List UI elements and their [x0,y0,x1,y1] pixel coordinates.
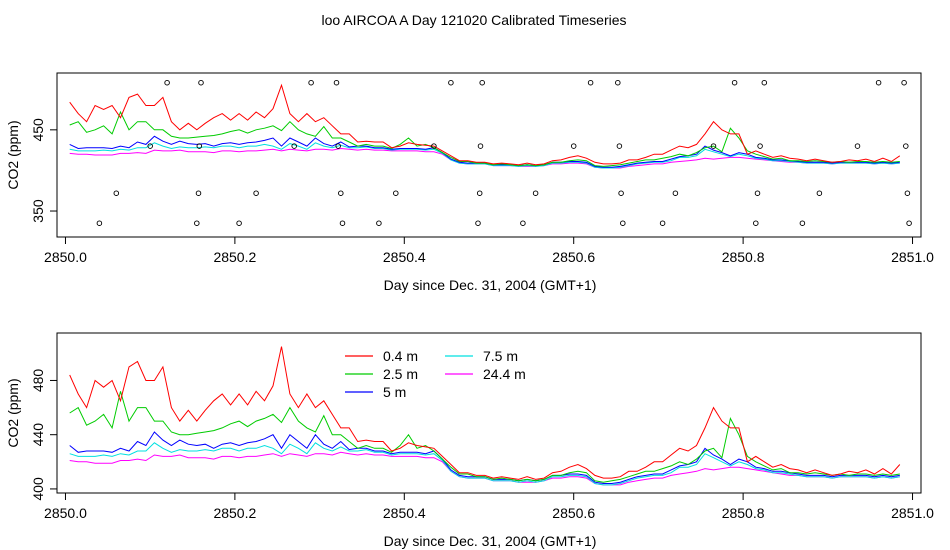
calibration-point [587,79,594,86]
top-series-line-2-5-m [69,110,900,167]
calibration-point [476,190,483,196]
calibration-point [753,220,759,226]
calibration-point [393,190,399,196]
legend-label: 2.5 m [383,366,418,382]
bottom-x-tick-label: 2850.6 [552,505,595,521]
calibration-point [799,220,806,226]
calibration-point [532,190,539,196]
bottom-series-lines [69,346,901,486]
top-x-tick-label: 2851.0 [891,249,934,265]
calibration-point [339,220,346,226]
top-plot-frame [56,72,922,238]
bottom-series-line-0-4-m [69,346,901,480]
calibration-point [875,79,882,86]
top-panel: 2850.0 2850.2 2850.4 2850.6 2850.8 2851.0 350… [5,72,934,293]
bottom-y-tick-label: 400 [30,477,46,501]
legend-label: 24.4 m [483,366,526,382]
calibration-point [731,79,738,86]
bottom-series-line-2-5-m [69,391,900,483]
calibration-point [710,143,717,149]
calibration-point [431,143,437,149]
calibration-point [761,79,768,86]
top-y-axis: 350 450 [30,118,57,223]
legend: 0.4 m 2.5 m 5 m 7.5 m 24.4 m [345,348,526,400]
bottom-x-axis-label: Day since Dec. 31, 2004 (GMT+1) [384,533,597,549]
calibration-point [333,79,340,86]
top-calibration-points [96,79,912,226]
bottom-y-tick-label: 480 [30,369,46,393]
calibration-point [376,220,382,226]
bottom-series-line-24-4-m [69,451,900,486]
calibration-point [253,190,259,196]
bottom-plot-frame [56,332,922,494]
bottom-x-tick-label: 2850.8 [722,505,765,521]
bottom-y-tick-label: 440 [30,423,46,447]
top-x-tick-label: 2850.8 [722,249,765,265]
calibration-point [754,190,761,196]
top-x-tick-label: 2850.2 [213,249,256,265]
top-x-axis-label: Day since Dec. 31, 2004 (GMT+1) [384,277,597,293]
bottom-panel: 2850.0 2850.2 2850.4 2850.6 2850.8 2851.0 400… [5,332,934,549]
calibration-point [615,79,621,86]
bottom-x-tick-label: 2850.2 [213,505,256,521]
calibration-point [854,143,861,149]
calibration-point [236,220,242,226]
calibration-point [520,220,526,226]
bottom-x-tick-label: 2851.0 [891,505,934,521]
bottom-x-axis: 2850.0 2850.2 2850.4 2850.6 2850.8 2851.0 [44,493,934,521]
calibration-point [113,190,120,196]
calibration-point [477,143,484,149]
calibration-point [147,143,153,149]
calibration-point [198,79,204,86]
calibration-point [618,190,624,196]
calibration-point [659,220,666,226]
calibration-point [308,79,314,86]
calibration-point [672,190,679,196]
calibration-point [475,220,481,226]
calibration-point [816,190,823,196]
calibration-point [96,220,103,226]
legend-label: 5 m [383,384,406,400]
top-series-lines [69,83,901,169]
legend-label: 0.4 m [383,348,418,364]
calibration-point [906,220,912,226]
calibration-point [448,79,454,86]
top-x-axis: 2850.0 2850.2 2850.4 2850.6 2850.8 2851.0 [44,237,934,265]
calibration-point [291,143,297,149]
bottom-x-tick-label: 2850.0 [44,505,87,521]
top-y-tick-label: 350 [30,199,46,223]
calibration-point [479,79,485,86]
bottom-x-tick-label: 2850.4 [383,505,426,521]
calibration-point [196,143,203,149]
calibration-point [195,190,202,196]
bottom-y-axis-label: CO2 (ppm) [5,378,21,447]
top-x-tick-label: 2850.0 [44,249,87,265]
top-series-line-24-4-m [69,147,900,169]
calibration-point [570,143,577,149]
top-x-tick-label: 2850.6 [552,249,595,265]
page-title: loo AIRCOA A Day 121020 Calibrated Times… [321,12,626,28]
calibration-point [335,143,341,149]
legend-label: 7.5 m [483,348,518,364]
calibration-point [338,190,344,196]
calibration-point [620,220,626,226]
calibration-point [904,190,911,196]
calibration-point [757,143,763,149]
top-x-tick-label: 2850.4 [383,249,426,265]
calibration-point [194,220,200,226]
top-series-line-0-4-m [69,83,901,166]
calibration-point [616,143,623,149]
bottom-y-axis: 400 440 480 [30,369,57,501]
calibration-point [164,79,170,86]
bottom-series-line-7-5-m [69,442,900,486]
calibration-point [901,79,907,86]
top-y-tick-label: 450 [30,118,46,142]
top-y-axis-label: CO2 (ppm) [5,120,21,189]
calibration-point [903,143,909,149]
top-series-line-7-5-m [69,142,900,169]
